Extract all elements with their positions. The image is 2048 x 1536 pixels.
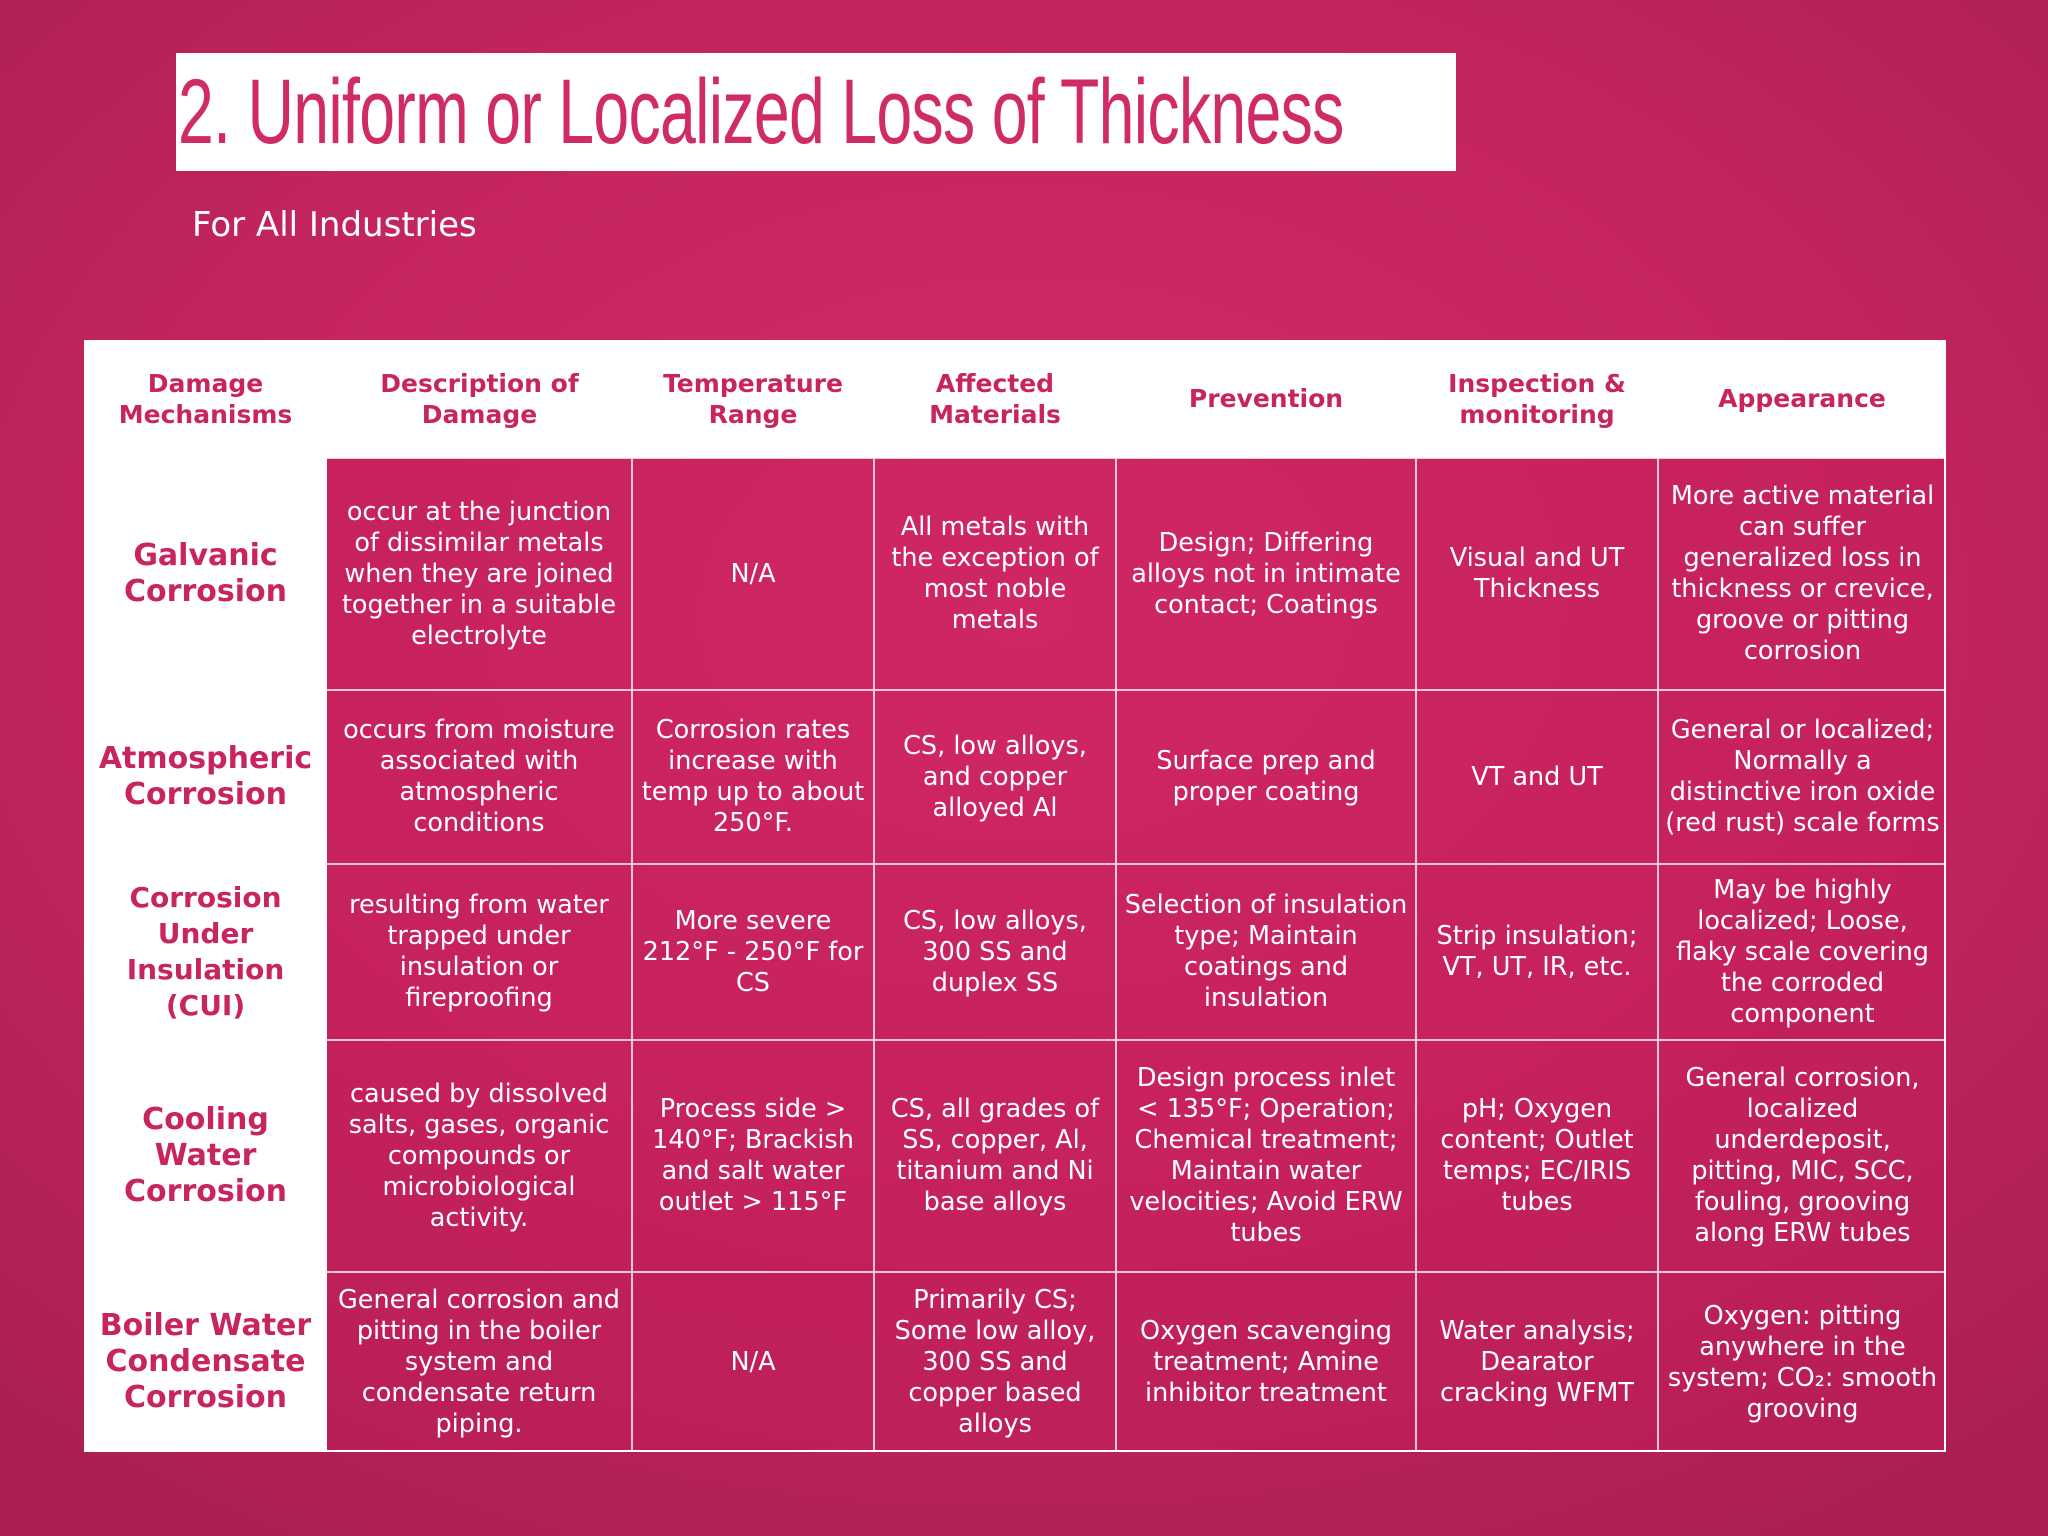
inspection-cell: pH; Oxygen content; Outlet temps; EC/IRI… xyxy=(1415,1039,1658,1272)
temperature-cell: N/A xyxy=(631,1271,874,1452)
page-subtitle: For All Industries xyxy=(192,205,477,245)
appearance-cell: May be highly localized; Loose, flaky sc… xyxy=(1657,863,1946,1040)
inspection-cell: Strip insulation; VT, UT, IR, etc. xyxy=(1415,863,1658,1040)
mechanism-cell: Atmospheric Corrosion xyxy=(84,690,327,864)
materials-cell: CS, low alloys, 300 SS and duplex SS xyxy=(873,863,1116,1040)
inspection-cell: Visual and UT Thickness xyxy=(1415,457,1658,690)
table-header-row: Damage Mechanisms Description of Damage … xyxy=(84,340,1946,458)
materials-cell: CS, all grades of SS, copper, Al, titani… xyxy=(873,1039,1116,1272)
description-cell: General corrosion and pitting in the boi… xyxy=(327,1271,632,1452)
inspection-cell: VT and UT xyxy=(1415,689,1658,864)
appearance-cell: More active material can suffer generali… xyxy=(1657,457,1946,690)
header-damage-mechanisms: Damage Mechanisms xyxy=(84,340,327,458)
temperature-cell: Corrosion rates increase with temp up to… xyxy=(631,689,874,864)
header-prevention: Prevention xyxy=(1116,340,1416,458)
appearance-cell: Oxygen: pitting anywhere in the system; … xyxy=(1657,1271,1946,1452)
materials-cell: CS, low alloys, and copper alloyed Al xyxy=(873,689,1116,864)
prevention-cell: Design process inlet < 135°F; Operation;… xyxy=(1115,1039,1416,1272)
inspection-cell: Water analysis; Dearator cracking WFMT xyxy=(1415,1271,1658,1452)
description-cell: occurs from moisture associated with atm… xyxy=(327,689,632,864)
temperature-cell: More severe 212°F - 250°F for CS xyxy=(631,863,874,1040)
mechanism-cell: Cooling Water Corrosion xyxy=(84,1040,327,1272)
page-title: 2. Uniform or Localized Loss of Thicknes… xyxy=(178,60,1344,163)
damage-mechanisms-table: Damage Mechanisms Description of Damage … xyxy=(84,340,1946,1452)
title-banner: 2. Uniform or Localized Loss of Thicknes… xyxy=(176,53,1456,171)
table-row: Boiler Water Condensate Corrosion Genera… xyxy=(84,1271,1946,1452)
mechanism-cell: Boiler Water Condensate Corrosion xyxy=(84,1272,327,1452)
header-inspection-monitoring: Inspection & monitoring xyxy=(1416,340,1658,458)
prevention-cell: Design; Differing alloys not in intimate… xyxy=(1115,457,1416,690)
mechanism-cell: Corrosion Under Insulation (CUI) xyxy=(84,864,327,1040)
table-row: Galvanic Corrosion occur at the junction… xyxy=(84,457,1946,690)
description-cell: resulting from water trapped under insul… xyxy=(327,863,632,1040)
table-row: Cooling Water Corrosion caused by dissol… xyxy=(84,1039,1946,1272)
materials-cell: Primarily CS; Some low alloy, 300 SS and… xyxy=(873,1271,1116,1452)
temperature-cell: Process side > 140°F; Brackish and salt … xyxy=(631,1039,874,1272)
prevention-cell: Selection of insulation type; Maintain c… xyxy=(1115,863,1416,1040)
mechanism-cell: Galvanic Corrosion xyxy=(84,458,327,690)
prevention-cell: Oxygen scavenging treatment; Amine inhib… xyxy=(1115,1271,1416,1452)
table-row: Atmospheric Corrosion occurs from moistu… xyxy=(84,689,1946,864)
header-affected-materials: Affected Materials xyxy=(874,340,1116,458)
appearance-cell: General or localized; Normally a distinc… xyxy=(1657,689,1946,864)
temperature-cell: N/A xyxy=(631,457,874,690)
appearance-cell: General corrosion, localized underdeposi… xyxy=(1657,1039,1946,1272)
header-appearance: Appearance xyxy=(1658,340,1946,458)
materials-cell: All metals with the exception of most no… xyxy=(873,457,1116,690)
description-cell: caused by dissolved salts, gases, organi… xyxy=(327,1039,632,1272)
prevention-cell: Surface prep and proper coating xyxy=(1115,689,1416,864)
description-cell: occur at the junction of dissimilar meta… xyxy=(327,457,632,690)
header-description: Description of Damage xyxy=(327,340,632,458)
table-row: Corrosion Under Insulation (CUI) resulti… xyxy=(84,863,1946,1040)
header-temperature-range: Temperature Range xyxy=(632,340,874,458)
